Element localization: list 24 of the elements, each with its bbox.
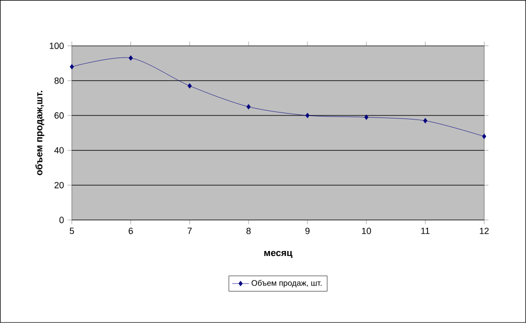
- x-tick-label: 8: [246, 228, 251, 234]
- x-tick-label: 12: [480, 228, 489, 234]
- x-tick-label: 5: [70, 228, 74, 234]
- point: [423, 118, 428, 124]
- point: [188, 83, 192, 89]
- point: [70, 64, 74, 70]
- y-tick-label: 80: [54, 78, 64, 84]
- y-tick-label: 40: [54, 147, 64, 154]
- y-tick-label: 100: [50, 42, 64, 50]
- x-tick-label: 7: [188, 228, 192, 234]
- point: [246, 104, 251, 110]
- y-tick-label: 0: [59, 216, 64, 224]
- y-axis-title: объем продаж,шт.: [35, 90, 44, 176]
- y-tick-label: 60: [54, 112, 64, 119]
- y-tick-label: 20: [54, 182, 64, 188]
- x-tick-label: 10: [362, 228, 372, 234]
- x-tick-label: 9: [305, 228, 310, 234]
- x-tick-label: 11: [421, 228, 430, 234]
- point: [482, 134, 486, 140]
- x-axis-title: месяц: [264, 251, 292, 258]
- point: [305, 112, 310, 118]
- point: [364, 114, 368, 120]
- x-tick-label: 6: [128, 228, 133, 234]
- point: [128, 55, 133, 61]
